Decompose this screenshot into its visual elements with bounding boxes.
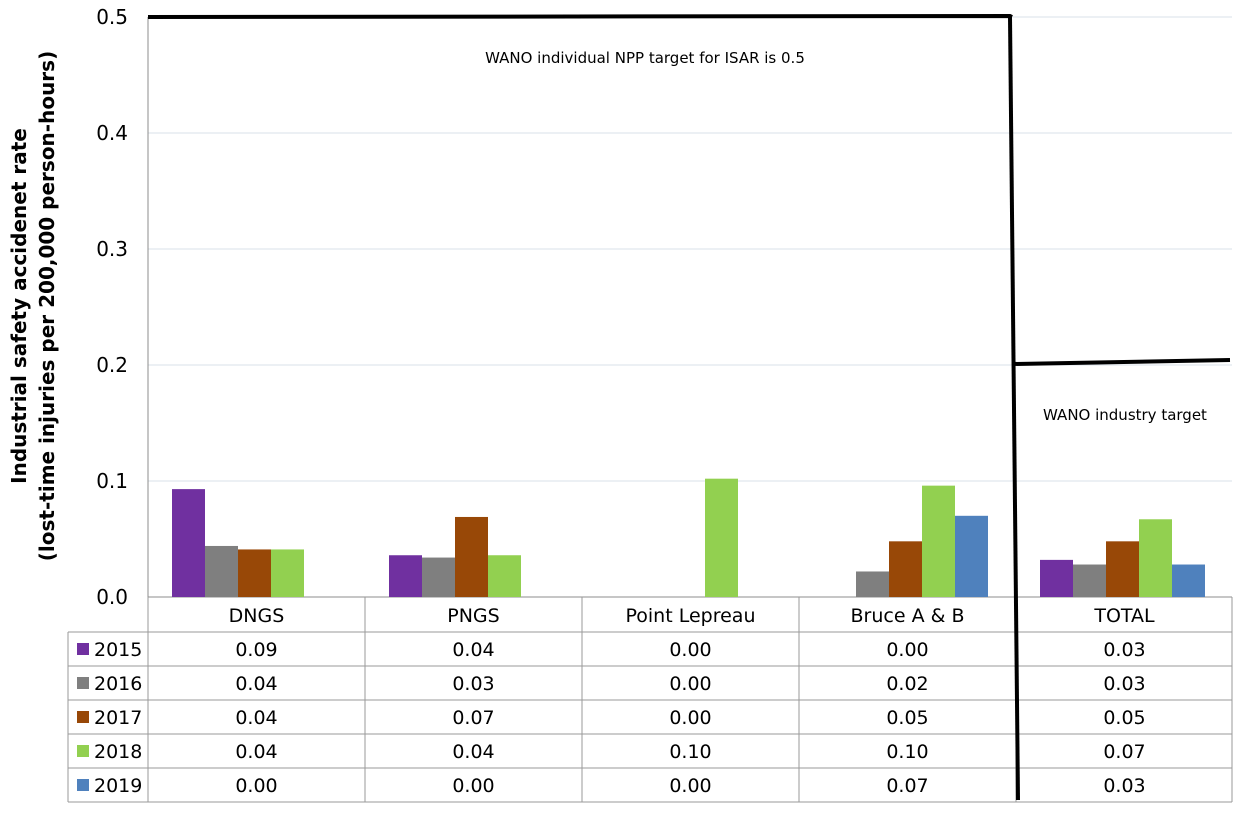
- table-cell: 0.00: [669, 639, 711, 661]
- bar: [922, 485, 955, 597]
- table-cell: 0.07: [452, 707, 494, 729]
- y-tick-label: 0.1: [96, 469, 128, 493]
- category-label: TOTAL: [1093, 605, 1155, 627]
- table-cell: 0.00: [669, 707, 711, 729]
- category-label: PNGS: [447, 605, 499, 627]
- table-cell: 0.03: [1103, 673, 1145, 695]
- bars: [172, 478, 1205, 597]
- table-cell: 0.07: [886, 775, 928, 797]
- table-cell: 0.00: [669, 775, 711, 797]
- table-cell: 0.05: [886, 707, 928, 729]
- table-cell: 0.07: [1103, 741, 1145, 763]
- table-cell: 0.04: [235, 673, 277, 695]
- table-cell: 0.04: [235, 741, 277, 763]
- legend-swatch: [77, 643, 89, 655]
- legend-swatch: [77, 677, 89, 689]
- bar: [488, 555, 521, 597]
- bar: [455, 516, 488, 597]
- table-cell: 0.09: [235, 639, 277, 661]
- table-cell: 0.00: [886, 639, 928, 661]
- bar: [172, 489, 205, 597]
- industry-target-annotation: WANO industry target: [1043, 406, 1207, 424]
- legend-label: 2017: [94, 707, 142, 729]
- y-axis-label-line1: Industrial safety accidenet rate: [7, 128, 31, 484]
- bar: [705, 478, 738, 597]
- table-cell: 0.03: [1103, 639, 1145, 661]
- bar: [1106, 541, 1139, 597]
- table-cell: 0.04: [452, 639, 494, 661]
- category-label: Point Lepreau: [626, 605, 756, 627]
- y-axis-label-line2: (lost-time injuries per 200,000 person-h…: [35, 51, 59, 561]
- individual-target-line: [147, 13, 1013, 19]
- table-cell: 0.04: [452, 741, 494, 763]
- table-cell: 0.10: [886, 741, 928, 763]
- target-lines: [147, 13, 1231, 801]
- bar: [205, 545, 238, 597]
- y-tick-label: 0.3: [96, 237, 128, 261]
- bar: [422, 557, 455, 597]
- gridlines: [147, 16, 1232, 598]
- legend-swatch: [77, 711, 89, 723]
- y-tick-label: 0.2: [96, 353, 128, 377]
- bar: [1139, 519, 1172, 597]
- legend-swatch: [77, 779, 89, 791]
- table-cell: 0.03: [452, 673, 494, 695]
- bar: [1040, 559, 1073, 597]
- table-cell: 0.00: [452, 775, 494, 797]
- table-cell: 0.00: [669, 673, 711, 695]
- bar: [955, 515, 988, 597]
- individual-target-annotation: WANO individual NPP target for ISAR is 0…: [485, 49, 805, 67]
- legend-label: 2018: [94, 741, 142, 763]
- bar: [238, 549, 271, 597]
- category-label: Bruce A & B: [851, 605, 965, 627]
- table-cell: 0.00: [235, 775, 277, 797]
- legend-label: 2019: [94, 775, 142, 797]
- bar: [889, 541, 922, 597]
- y-tick-label: 0.0: [96, 585, 128, 609]
- table-cell: 0.05: [1103, 707, 1145, 729]
- bar: [1172, 564, 1205, 597]
- table-cell: 0.03: [1103, 775, 1145, 797]
- data-table: DNGS PNGS Point Lepreau Bruce A & B TOTAL 201…: [67, 597, 1233, 803]
- industry-target-line: [1012, 358, 1231, 366]
- table-cell: 0.04: [235, 707, 277, 729]
- table-cell: 0.10: [669, 741, 711, 763]
- legend-label: 2016: [94, 673, 142, 695]
- y-tick-labels: 0.0 0.1 0.2 0.3 0.4 0.5: [96, 5, 128, 609]
- bar: [856, 571, 889, 597]
- table-cell: 0.02: [886, 673, 928, 695]
- category-label: DNGS: [229, 605, 285, 627]
- bar: [389, 555, 422, 597]
- legend-swatch: [77, 745, 89, 757]
- bar: [271, 549, 304, 597]
- target-divider-line: [1008, 16, 1020, 801]
- y-tick-label: 0.4: [96, 121, 128, 145]
- y-tick-label: 0.5: [96, 5, 128, 29]
- bar: [1073, 564, 1106, 597]
- legend-label: 2015: [94, 639, 142, 661]
